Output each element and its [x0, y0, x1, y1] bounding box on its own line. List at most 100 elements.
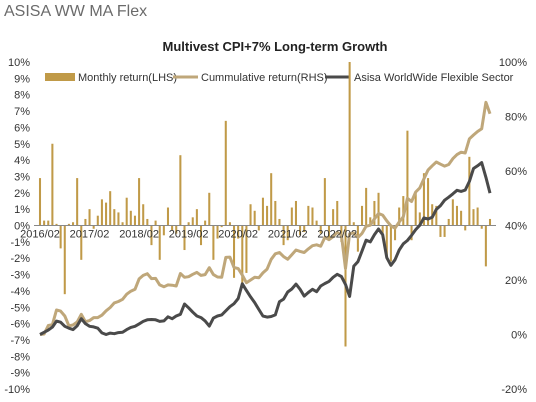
- monthly-return-bar: [398, 207, 401, 226]
- monthly-return-bar: [51, 143, 54, 226]
- monthly-return-bar: [455, 205, 458, 226]
- y-axis-left: 10% 9% 8% 7% 6% 5% 4% 3% 2% 1% 0% -1% -2% -3% -4% -5% -6…: [4, 57, 30, 396]
- monthly-return-bar: [109, 191, 112, 226]
- monthly-return-bar: [191, 217, 194, 226]
- x-tick-label: 2018/02: [119, 229, 159, 241]
- monthly-return-bar: [443, 225, 446, 237]
- monthly-return-bar: [208, 192, 211, 226]
- y-left-tick-label: -6%: [10, 319, 30, 331]
- monthly-return-bar: [484, 225, 487, 267]
- monthly-return-bar: [435, 205, 438, 226]
- legend-item-cumulative: Cummulative return(RHS): [173, 72, 328, 84]
- monthly-return-bars: [38, 62, 492, 347]
- monthly-return-bar: [352, 222, 355, 226]
- monthly-return-bar: [204, 220, 207, 226]
- y-left-tick-label: 6%: [14, 122, 30, 134]
- monthly-return-bar: [257, 225, 260, 231]
- monthly-return-bar: [80, 225, 83, 260]
- monthly-return-bar: [447, 218, 450, 226]
- legend-swatch-monthly: [45, 73, 75, 81]
- monthly-return-bar: [154, 220, 157, 226]
- monthly-return-bar: [179, 155, 182, 226]
- legend: Monthly return(LHS) Cummulative return(R…: [45, 72, 514, 84]
- y-left-tick-label: 1%: [14, 204, 30, 216]
- monthly-return-bar: [88, 209, 91, 226]
- monthly-return-bar: [84, 218, 87, 226]
- y-left-tick-label: -10%: [4, 384, 30, 396]
- monthly-return-bar: [142, 204, 145, 226]
- monthly-return-bar: [360, 205, 364, 226]
- monthly-return-bar: [199, 225, 203, 246]
- monthly-return-bar: [59, 225, 62, 249]
- y-left-tick-label: -8%: [10, 351, 30, 363]
- monthly-return-bar: [385, 225, 388, 257]
- monthly-return-bar: [125, 197, 128, 226]
- x-tick-label: 2022/02: [317, 229, 357, 241]
- monthly-return-bar: [278, 218, 281, 226]
- monthly-return-bar: [175, 225, 178, 234]
- monthly-return-bar: [327, 225, 331, 239]
- monthly-return-bar: [105, 202, 108, 226]
- monthly-return-bar: [133, 215, 136, 226]
- monthly-return-bar: [162, 225, 165, 236]
- monthly-return-bar: [332, 209, 335, 226]
- monthly-return-bar: [216, 225, 219, 239]
- monthly-return-bar: [294, 200, 297, 226]
- monthly-return-bar: [414, 191, 417, 226]
- monthly-return-bar: [38, 178, 42, 226]
- monthly-return-bar: [150, 225, 153, 246]
- legend-item-monthly: Monthly return(LHS): [45, 72, 177, 84]
- x-tick-label: 2016/02: [20, 229, 60, 241]
- monthly-return-bar: [166, 207, 170, 226]
- y-right-tick-label: 80%: [505, 112, 527, 124]
- monthly-return-bar: [43, 220, 46, 226]
- page-header-title: ASISA WW MA Flex: [4, 3, 148, 20]
- monthly-return-bar: [365, 187, 368, 226]
- monthly-return-bar: [468, 156, 471, 226]
- monthly-return-bar: [171, 225, 174, 231]
- y-right-tick-label: 20%: [505, 275, 527, 287]
- monthly-return-bar: [228, 222, 231, 226]
- monthly-return-bar: [117, 212, 120, 226]
- cumulative-return-line: [39, 100, 492, 336]
- chart-title: Multivest CPI+7% Long-term Growth: [163, 39, 388, 54]
- monthly-return-bar: [348, 62, 351, 226]
- monthly-return-bar: [282, 225, 285, 246]
- y-left-tick-label: 8%: [14, 90, 30, 102]
- monthly-return-bar: [253, 210, 256, 226]
- monthly-return-bar: [129, 210, 132, 226]
- monthly-return-bar: [245, 225, 248, 273]
- x-tick-label: 2019/02: [169, 229, 209, 241]
- monthly-return-bar: [460, 210, 463, 226]
- x-tick-label: 2017/02: [70, 229, 110, 241]
- monthly-return-bar: [233, 225, 236, 278]
- x-tick-label: 2021/02: [268, 229, 308, 241]
- monthly-return-bar: [286, 225, 289, 241]
- monthly-return-bar: [72, 222, 75, 226]
- monthly-return-bar: [63, 225, 66, 295]
- monthly-return-bar: [299, 225, 302, 236]
- monthly-return-bar: [100, 199, 103, 226]
- monthly-return-bar: [266, 205, 269, 226]
- monthly-return-bar: [55, 223, 58, 226]
- monthly-return-bar: [488, 218, 492, 226]
- y-left-tick-label: 0%: [14, 221, 30, 233]
- x-axis: 2016/02 2017/02 2018/02 2019/02 2020/02 2021/…: [20, 229, 357, 241]
- y-right-tick-label: 40%: [505, 221, 527, 233]
- y-axis-right: 100% 80% 60% 40% 20% 0% -20%: [499, 57, 527, 396]
- monthly-return-bar: [138, 178, 141, 226]
- y-left-tick-label: -7%: [10, 335, 30, 347]
- monthly-return-bar: [183, 225, 186, 251]
- y-left-tick-label: -3%: [10, 270, 30, 282]
- monthly-return-bar: [451, 199, 454, 226]
- monthly-return-bar: [92, 225, 95, 229]
- monthly-return-bar: [67, 223, 70, 226]
- monthly-return-bar: [158, 225, 161, 260]
- sector-line: [39, 161, 492, 336]
- monthly-return-bar: [241, 225, 244, 288]
- monthly-return-bar: [406, 130, 409, 226]
- monthly-return-bar: [220, 225, 223, 228]
- legend-item-sector: Asisa WorldWide Flexible Sector: [325, 72, 514, 84]
- monthly-return-bar: [476, 207, 479, 226]
